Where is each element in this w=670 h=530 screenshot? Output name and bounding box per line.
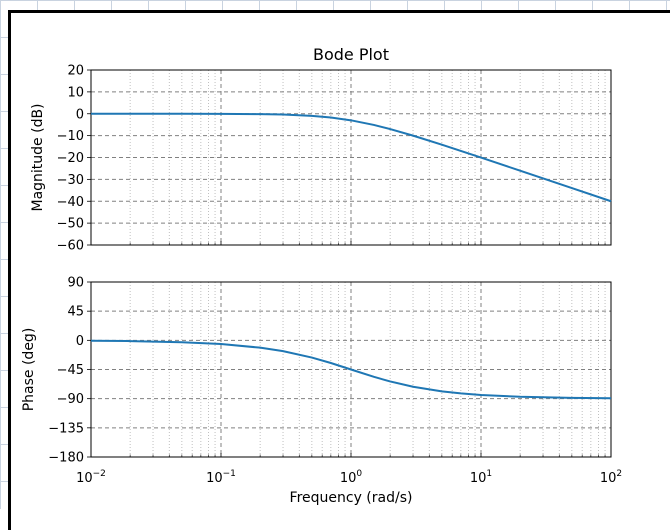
x-tick-label: 101 (470, 469, 492, 486)
magnitude-axis-label: Magnitude (dB) (30, 103, 46, 211)
mag-y-tick-label: −40 (57, 195, 84, 210)
phase-y-tick-label: 90 (67, 276, 84, 291)
mag-y-tick-label: −20 (57, 151, 84, 166)
mag-y-tick-label: 0 (76, 107, 84, 122)
figure-frame (8, 10, 670, 530)
phase-y-tick-label: −45 (57, 363, 84, 378)
phase-y-tick-label: −135 (48, 421, 84, 436)
mag-response-line (91, 112, 612, 203)
mag-y-tick-label: 20 (67, 64, 84, 79)
phase-y-tick-label: 0 (76, 334, 84, 349)
phase-axis-label: Phase (deg) (21, 328, 37, 412)
plot-layer: 20100−10−20−30−40−50−6090450−45−90−135−1… (48, 64, 622, 487)
phase-axes-box (90, 281, 612, 458)
mag-y-tick-label: −60 (57, 239, 84, 254)
mag-y-tick-label: −50 (57, 217, 84, 232)
frequency-axis-label: Frequency (rad/s) (290, 490, 413, 506)
x-tick-label: 10−1 (206, 469, 236, 486)
x-tick-label: 102 (600, 469, 622, 486)
mag-axes-box (90, 69, 612, 246)
mag-y-tick-label: 10 (67, 85, 84, 100)
phase-y-tick-label: −90 (57, 392, 84, 407)
mag-y-tick-label: −30 (57, 173, 84, 188)
phase-response-line (90, 339, 612, 400)
phase-y-tick-label: −180 (48, 451, 84, 466)
mag-y-tick-label: −10 (57, 129, 84, 144)
x-tick-label: 100 (340, 469, 363, 486)
x-tick-label: 10−2 (76, 469, 106, 486)
chart-title: Bode Plot (313, 45, 389, 64)
bode-plot-figure: Bode Plot Magnitude (dB) Phase (deg) Fre… (21, 45, 622, 506)
phase-y-tick-label: 45 (67, 305, 84, 320)
